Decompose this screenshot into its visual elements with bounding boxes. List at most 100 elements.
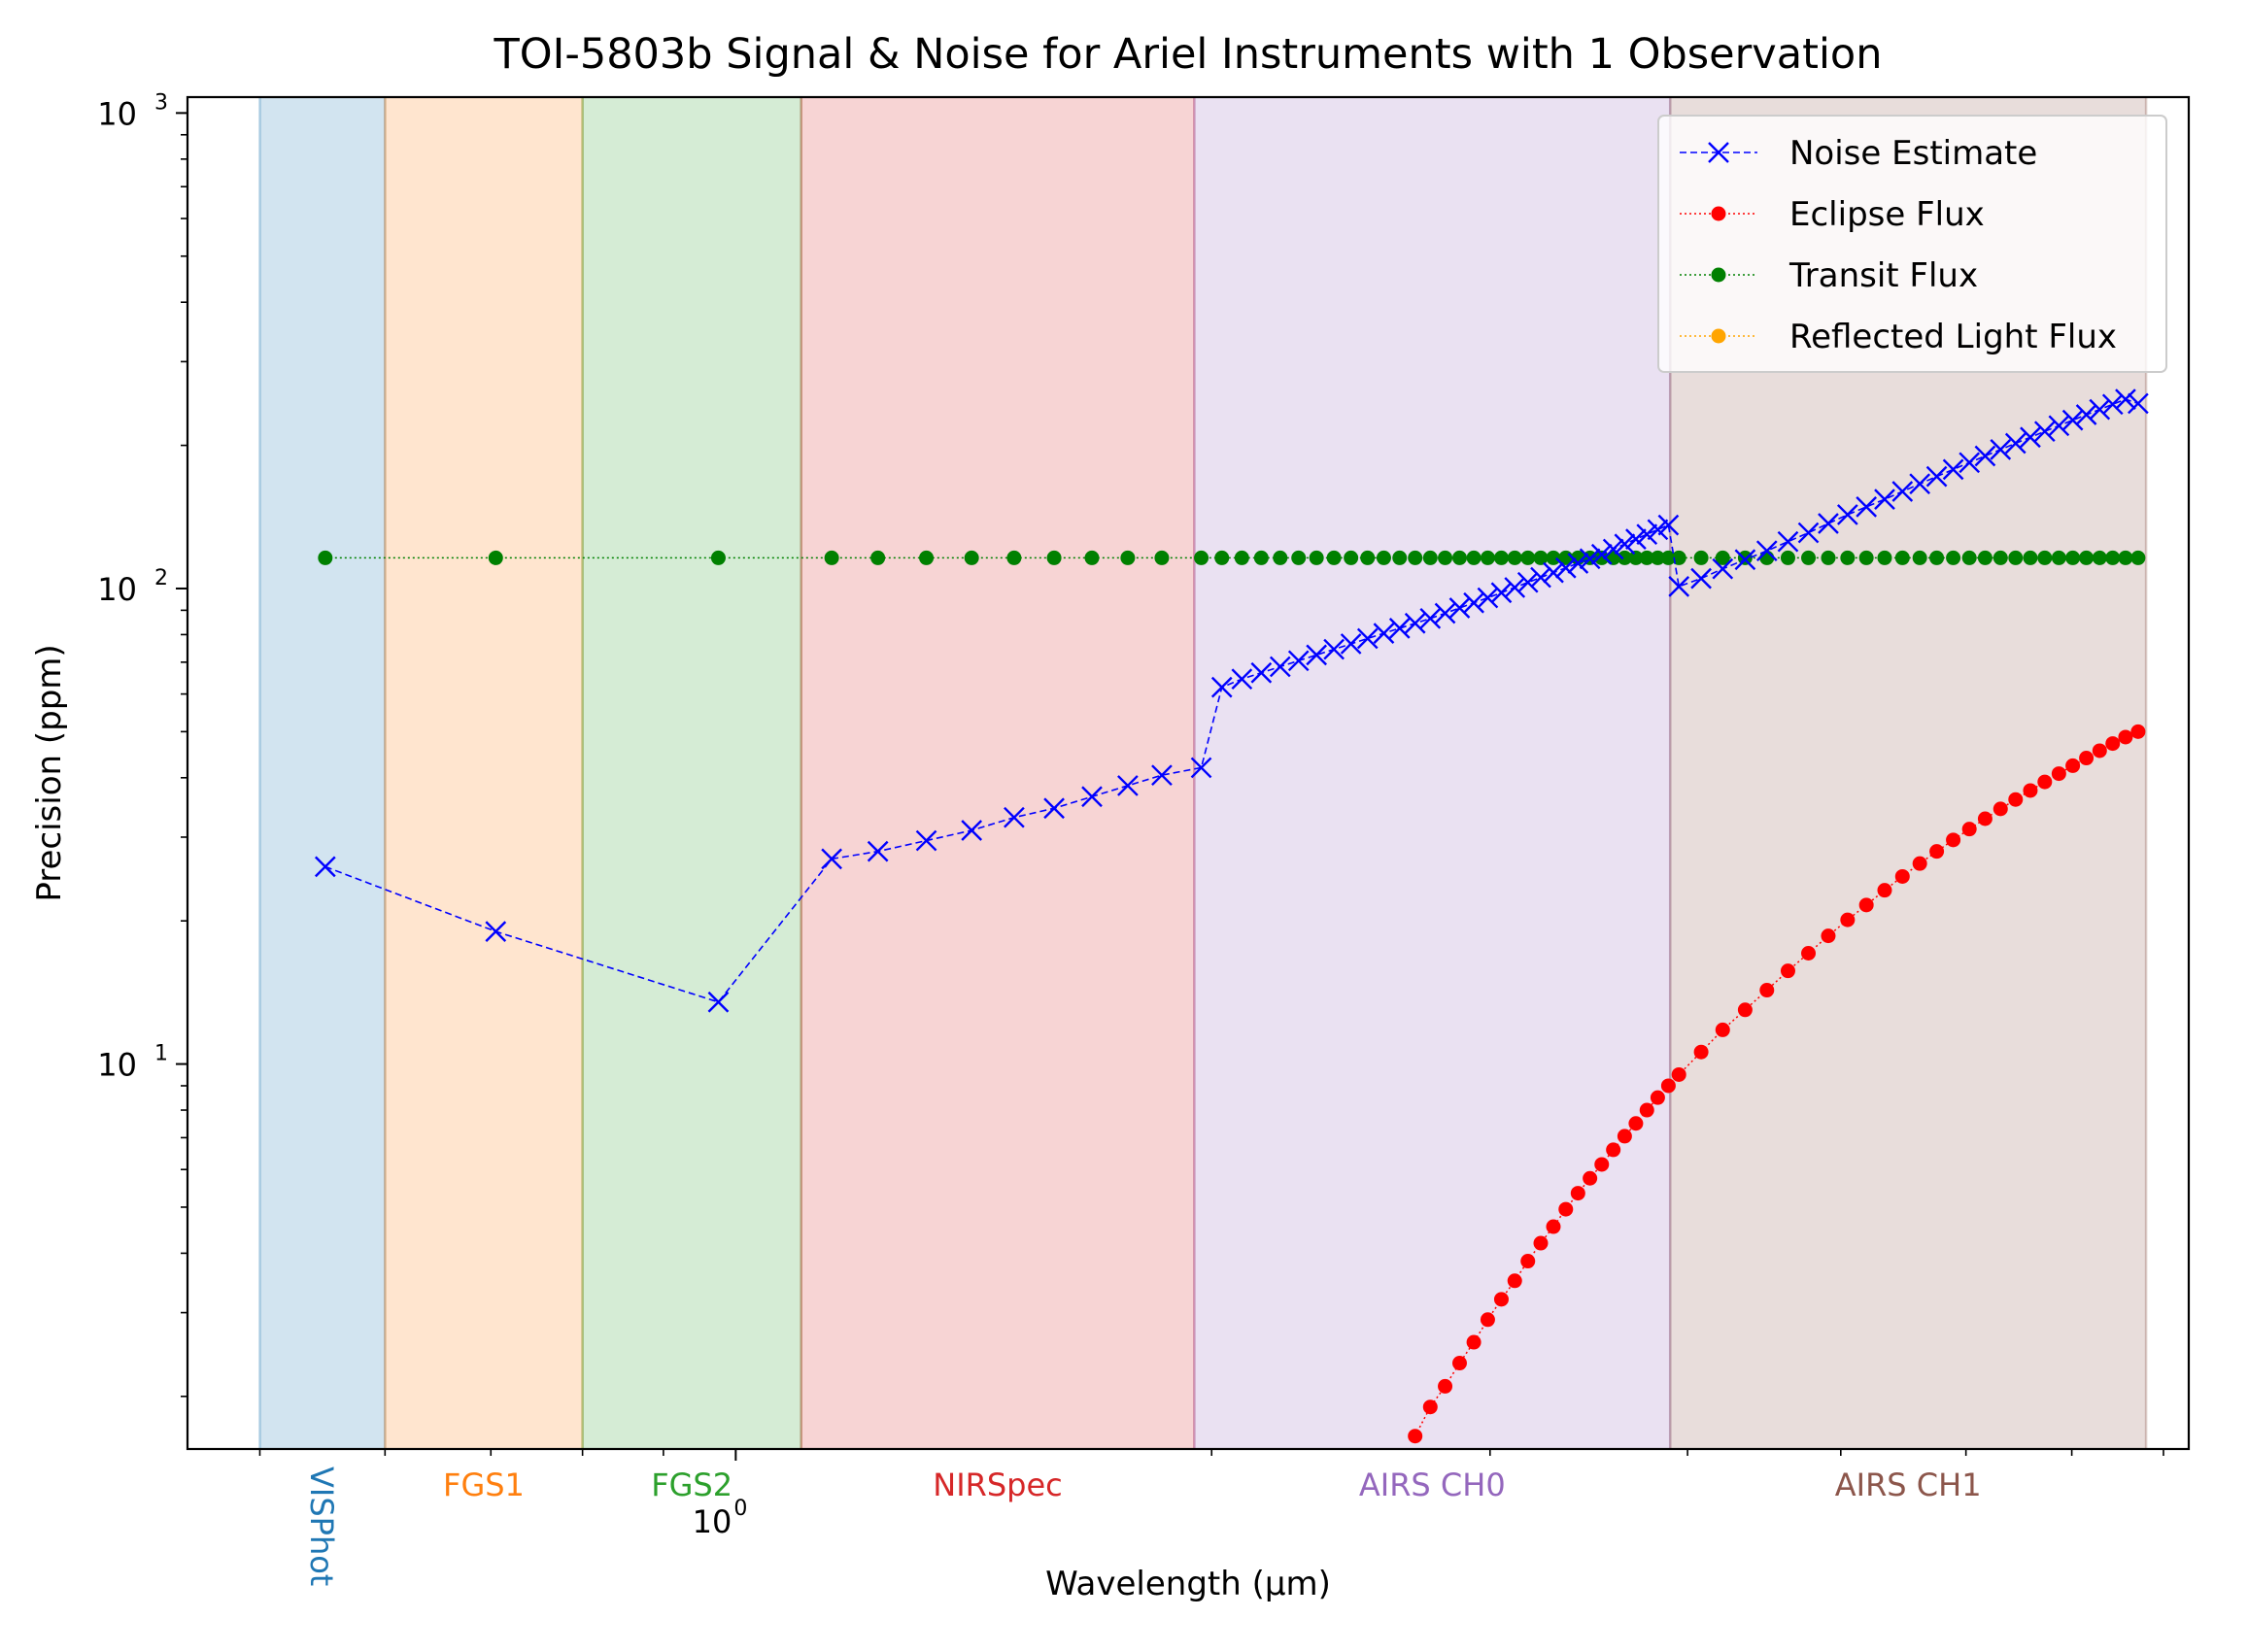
band-label: AIRS CH1 bbox=[1835, 1467, 1982, 1503]
data-point bbox=[2051, 766, 2066, 782]
data-point bbox=[2048, 415, 2070, 437]
data-point bbox=[1477, 587, 1499, 609]
data-point bbox=[2004, 432, 2027, 455]
data-point bbox=[1977, 811, 1993, 826]
data-point bbox=[1961, 822, 1977, 837]
legend-label: Reflected Light Flux bbox=[1789, 318, 2117, 356]
data-point bbox=[1617, 1129, 1632, 1144]
data-point bbox=[1558, 1201, 1574, 1217]
data-point bbox=[1043, 797, 1065, 820]
legend-marker bbox=[1711, 206, 1726, 221]
data-point bbox=[1958, 452, 1981, 474]
data-point bbox=[1530, 566, 1551, 589]
data-point bbox=[2065, 758, 2081, 773]
data-point bbox=[485, 921, 507, 942]
data-point bbox=[1269, 656, 1291, 678]
data-point bbox=[1154, 550, 1170, 565]
data-point bbox=[1480, 550, 1495, 565]
data-point bbox=[1894, 550, 1910, 565]
data-point bbox=[1660, 550, 1676, 565]
data-point bbox=[1858, 897, 1874, 913]
data-point bbox=[1214, 550, 1230, 565]
data-point bbox=[1891, 481, 1914, 502]
data-point bbox=[2008, 792, 2024, 807]
data-point bbox=[1929, 550, 1945, 565]
data-point bbox=[1493, 1292, 1509, 1307]
data-point bbox=[1856, 496, 1878, 518]
data-point bbox=[1715, 550, 1730, 565]
data-point bbox=[1929, 844, 1945, 860]
y-tick-label: 10 bbox=[97, 95, 137, 132]
data-point bbox=[1821, 550, 1836, 565]
data-point bbox=[1712, 557, 1734, 580]
data-point bbox=[1583, 1170, 1598, 1186]
data-point bbox=[2037, 774, 2053, 790]
data-point bbox=[2065, 550, 2081, 565]
data-point bbox=[1737, 1002, 1753, 1018]
data-point bbox=[1422, 550, 1438, 565]
data-point bbox=[2105, 736, 2121, 752]
data-point bbox=[1628, 550, 1644, 565]
data-point bbox=[1046, 550, 1062, 565]
data-point bbox=[1194, 550, 1209, 565]
data-point bbox=[1734, 549, 1756, 571]
data-point bbox=[1840, 912, 1856, 927]
data-point bbox=[1448, 597, 1471, 619]
data-point bbox=[2051, 550, 2066, 565]
data-point bbox=[1625, 528, 1647, 550]
data-point bbox=[2008, 550, 2024, 565]
data-point bbox=[1463, 591, 1484, 614]
data-point bbox=[1602, 538, 1624, 560]
data-point bbox=[1877, 550, 1892, 565]
data-point bbox=[1306, 644, 1328, 666]
band-label: FGS1 bbox=[443, 1467, 525, 1503]
data-point bbox=[1287, 650, 1310, 672]
data-point bbox=[2101, 393, 2124, 416]
data-point bbox=[1151, 764, 1173, 787]
series-layer bbox=[314, 388, 2149, 1444]
data-point bbox=[1004, 806, 1025, 828]
data-point bbox=[1120, 550, 1136, 565]
data-point bbox=[2092, 550, 2107, 565]
data-point bbox=[1323, 638, 1345, 660]
data-point bbox=[1234, 550, 1249, 565]
data-point bbox=[2105, 550, 2121, 565]
data-point bbox=[1780, 963, 1795, 979]
data-point bbox=[2061, 409, 2084, 431]
data-point bbox=[1117, 775, 1139, 796]
data-point bbox=[488, 550, 503, 565]
data-point bbox=[1821, 928, 1836, 944]
data-point bbox=[1081, 786, 1103, 808]
x-tick-exponent: 0 bbox=[733, 1497, 747, 1521]
data-point bbox=[1639, 550, 1654, 565]
data-point bbox=[2118, 550, 2133, 565]
data-point bbox=[1451, 550, 1467, 565]
data-point bbox=[1408, 1429, 1423, 1444]
data-point bbox=[1253, 550, 1269, 565]
data-point bbox=[1836, 504, 1858, 525]
data-point bbox=[1894, 868, 1910, 884]
data-point bbox=[1516, 571, 1539, 593]
data-point bbox=[824, 550, 839, 565]
data-point bbox=[1628, 1116, 1644, 1131]
data-point bbox=[1636, 523, 1658, 546]
data-point bbox=[1690, 567, 1712, 590]
data-point bbox=[1490, 582, 1513, 604]
data-point bbox=[1858, 550, 1874, 565]
data-point bbox=[2023, 783, 2038, 798]
data-point bbox=[1340, 633, 1362, 655]
data-point bbox=[1480, 1312, 1495, 1328]
data-point bbox=[1801, 946, 1817, 961]
data-point bbox=[1594, 1157, 1610, 1172]
data-point bbox=[1344, 550, 1359, 565]
data-point bbox=[1392, 550, 1408, 565]
data-point bbox=[1388, 618, 1411, 639]
data-point bbox=[2089, 398, 2111, 421]
band-label: AIRS CH0 bbox=[1359, 1467, 1506, 1503]
data-point bbox=[2130, 724, 2146, 739]
data-point bbox=[1912, 550, 1927, 565]
band-label: NIRSpec bbox=[933, 1467, 1063, 1503]
data-point bbox=[1614, 533, 1636, 556]
data-point bbox=[1693, 1044, 1709, 1060]
